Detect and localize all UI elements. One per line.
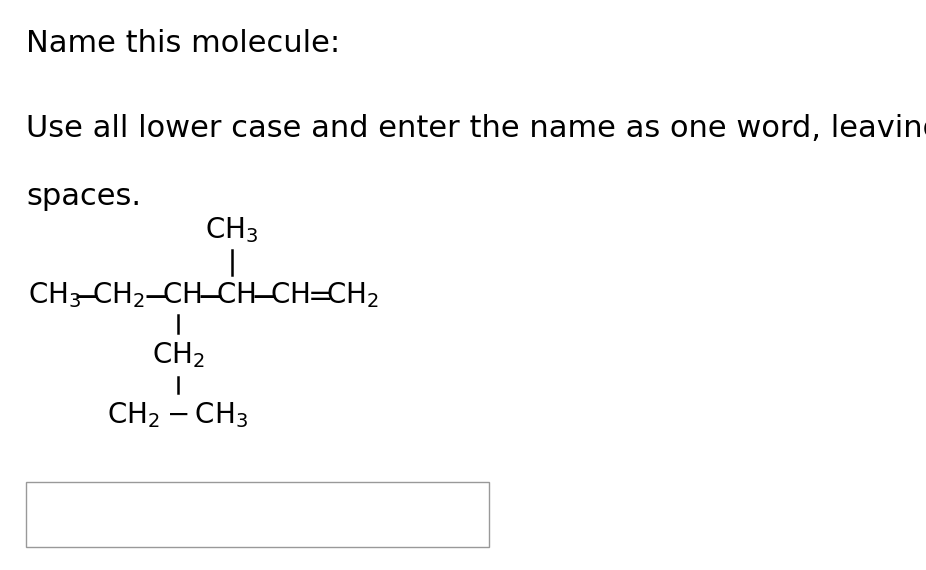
Bar xyxy=(26,482,489,547)
Text: $\mathrm{=}$: $\mathrm{=}$ xyxy=(302,280,332,310)
Text: $\mathrm{CH_2-CH_3}$: $\mathrm{CH_2-CH_3}$ xyxy=(107,400,248,430)
Text: spaces.: spaces. xyxy=(26,182,141,211)
Text: $\mathrm{CH_3}$: $\mathrm{CH_3}$ xyxy=(206,215,258,245)
Text: Use all lower case and enter the name as one word, leaving no: Use all lower case and enter the name as… xyxy=(26,114,926,143)
Text: $\mathrm{CH}$: $\mathrm{CH}$ xyxy=(162,281,202,309)
Text: $\mathrm{-}$: $\mathrm{-}$ xyxy=(72,279,98,311)
Text: $\mathrm{CH_2}$: $\mathrm{CH_2}$ xyxy=(92,280,144,310)
Text: $\mathrm{CH_2}$: $\mathrm{CH_2}$ xyxy=(326,280,379,310)
Text: $\mathrm{-}$: $\mathrm{-}$ xyxy=(196,279,222,311)
Text: $\mathrm{CH}$: $\mathrm{CH}$ xyxy=(270,281,309,309)
Text: $\mathrm{CH}$: $\mathrm{CH}$ xyxy=(216,281,256,309)
Text: $\mathrm{-}$: $\mathrm{-}$ xyxy=(142,279,169,311)
Text: $\mathrm{-}$: $\mathrm{-}$ xyxy=(250,279,276,311)
Text: $\mathrm{CH_3}$: $\mathrm{CH_3}$ xyxy=(28,280,81,310)
Text: $\mathrm{CH_2}$: $\mathrm{CH_2}$ xyxy=(152,340,205,370)
Text: Name this molecule:: Name this molecule: xyxy=(26,28,340,58)
